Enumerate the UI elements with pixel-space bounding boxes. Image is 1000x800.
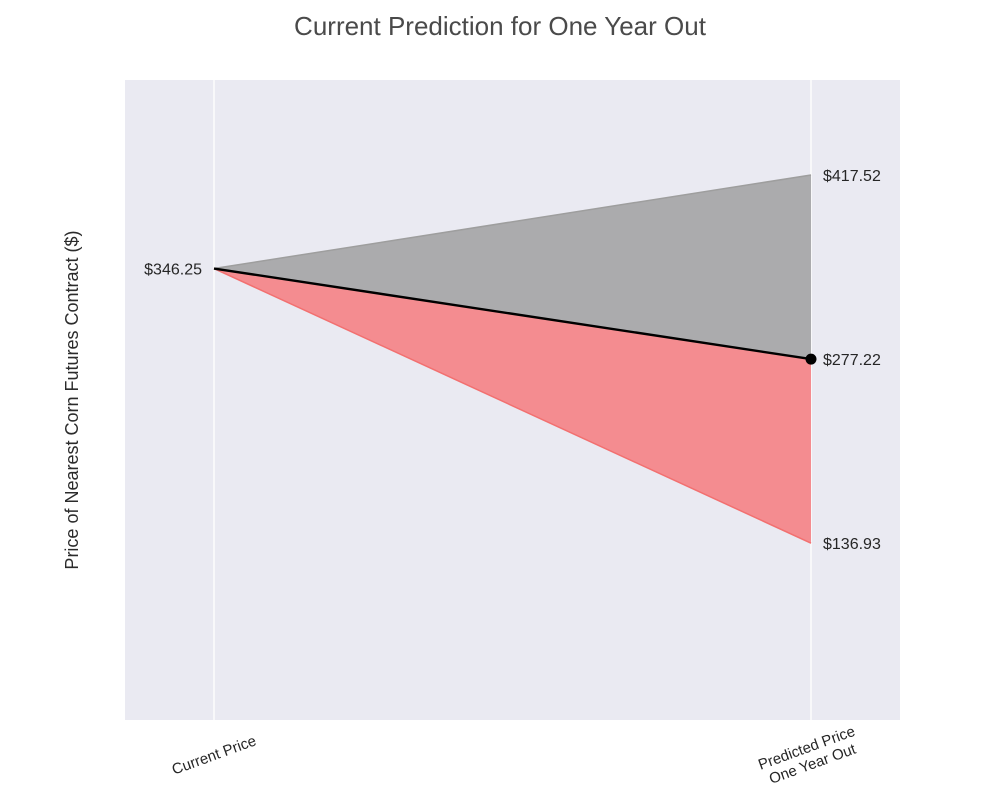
x-tick-predicted-price: Predicted PriceOne Year Out xyxy=(756,723,863,790)
x-tick-labels: Current Price Predicted PriceOne Year Out xyxy=(170,723,863,790)
y-axis-label: Price of Nearest Corn Futures Contract (… xyxy=(62,230,82,569)
upper-bound-line xyxy=(213,174,812,270)
x-tick-current-price: Current Price xyxy=(170,732,259,778)
value-labels: $346.25 $417.52 $277.22 $136.93 xyxy=(144,168,881,553)
current-price-label: $346.25 xyxy=(144,262,202,279)
lower-bound-label: $136.93 xyxy=(823,536,881,553)
predicted-price-label: $277.22 xyxy=(823,352,881,369)
chart-marks xyxy=(213,174,817,544)
lower-bound-line xyxy=(213,267,812,544)
upper-range-area xyxy=(214,175,811,360)
upper-bound-label: $417.52 xyxy=(823,168,881,185)
chart-title: Current Prediction for One Year Out xyxy=(294,11,707,41)
prediction-line xyxy=(213,267,812,361)
predicted-point xyxy=(805,353,817,365)
